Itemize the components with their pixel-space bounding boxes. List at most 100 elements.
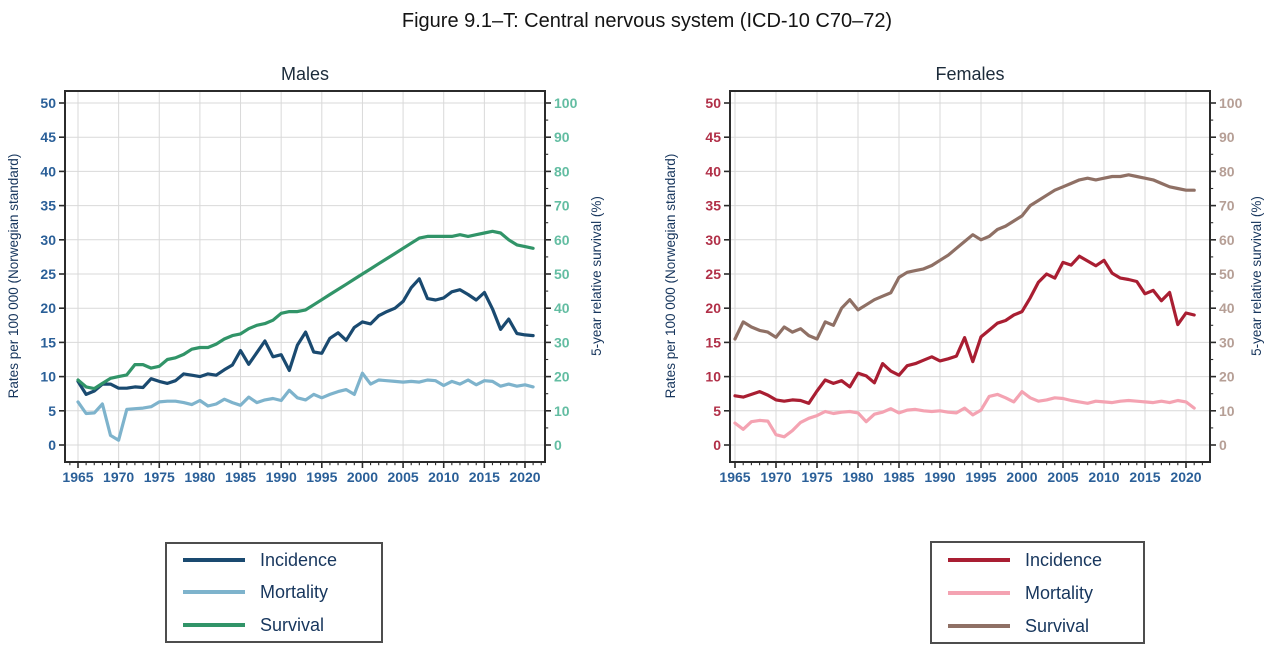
plot-border xyxy=(64,90,546,463)
y-left-tick-label: 40 xyxy=(40,163,56,179)
mortality-line-swatch xyxy=(948,590,1010,595)
x-tick-label: 1970 xyxy=(103,469,134,485)
legend-label-mortality: Mortality xyxy=(1025,582,1094,603)
females-legend: Incidence Mortality Survival xyxy=(930,541,1145,644)
y-right-tick-label: 0 xyxy=(554,437,562,453)
x-tick-label: 1985 xyxy=(883,469,914,485)
x-tick-label: 2010 xyxy=(1088,469,1119,485)
legend-item-mortality: Mortality xyxy=(167,583,381,601)
y-right-tick-label: 100 xyxy=(554,95,578,111)
y-left-tick-label: 10 xyxy=(705,369,721,385)
x-tick-label: 1965 xyxy=(62,469,93,485)
males-incidence-line xyxy=(76,277,535,396)
y-left-tick-label: 45 xyxy=(705,129,721,145)
y-left-tick-label: 30 xyxy=(40,232,56,248)
females-incidence-line xyxy=(733,254,1196,405)
males-survival-line xyxy=(76,229,535,391)
x-tick-label: 1995 xyxy=(306,469,337,485)
y-right-tick-label: 80 xyxy=(554,163,570,179)
males-plot-area: 1965 1970 1975 1980 1985 1990 1995 2000 2005 2010… xyxy=(40,90,578,485)
y-left-tick-label: 5 xyxy=(713,403,721,419)
x-tick-label: 2005 xyxy=(388,469,419,485)
incidence-line-swatch xyxy=(183,558,245,563)
x-tick-label: 1990 xyxy=(266,469,297,485)
legend-item-incidence: Incidence xyxy=(167,551,381,569)
males-mortality-line xyxy=(76,371,535,442)
y-right-tick-label: 50 xyxy=(554,266,570,282)
legend-item-survival: Survival xyxy=(932,617,1143,635)
y-left-tick-label: 15 xyxy=(40,334,56,350)
x-tick-label: 2020 xyxy=(509,469,540,485)
females-left-axis-title: Rates per 100 000 (Norwegian standard) xyxy=(663,154,678,399)
x-tick-label: 1980 xyxy=(184,469,215,485)
figure-title: Figure 9.1–T: Central nervous system (IC… xyxy=(401,10,893,32)
y-right-tick-label: 10 xyxy=(554,403,570,419)
y-right-tick-label: 90 xyxy=(1219,129,1235,145)
males-left-axis-title: Rates per 100 000 (Norwegian standard) xyxy=(6,154,21,399)
survival-line-swatch xyxy=(948,623,1010,628)
legend-item-incidence: Incidence xyxy=(932,551,1143,569)
males-panel-title: Males xyxy=(281,64,329,84)
y-left-tick-label: 5 xyxy=(48,403,56,419)
y-right-tick-label: 70 xyxy=(554,198,570,214)
survival-line-swatch xyxy=(183,622,245,627)
x-tick-label: 2015 xyxy=(1129,469,1160,485)
males-legend: Incidence Mortality Survival xyxy=(165,542,383,643)
y-right-tick-label: 40 xyxy=(1219,300,1235,316)
females-survival-line xyxy=(733,173,1196,341)
legend-item-survival: Survival xyxy=(167,616,381,634)
mortality-line-swatch xyxy=(183,590,245,595)
legend-label-incidence: Incidence xyxy=(1025,549,1103,570)
y-right-tick-label: 20 xyxy=(554,369,570,385)
x-tick-label: 1975 xyxy=(801,469,832,485)
x-tick-label: 1975 xyxy=(144,469,175,485)
females-right-axis-title: 5-year relative survival (%) xyxy=(1249,196,1264,356)
incidence-line-swatch xyxy=(948,557,1010,562)
females-plot-area: 1965 1970 1975 1980 1985 1990 1995 2000 2005 2010… xyxy=(705,90,1243,485)
females-mortality-line xyxy=(733,390,1196,439)
x-tick-label: 2000 xyxy=(1006,469,1037,485)
y-right-tick-label: 0 xyxy=(1219,437,1227,453)
y-left-tick-label: 25 xyxy=(705,266,721,282)
x-tick-label: 1985 xyxy=(225,469,256,485)
y-right-tick-label: 60 xyxy=(554,232,570,248)
y-right-tick-label: 90 xyxy=(554,129,570,145)
y-left-tick-label: 15 xyxy=(705,334,721,350)
females-chart: 1965 1970 1975 1980 1985 1990 1995 2000 2005 2010… xyxy=(663,64,1264,485)
males-right-axis-title: 5-year relative survival (%) xyxy=(589,196,604,356)
y-right-tick-label: 20 xyxy=(1219,369,1235,385)
y-right-tick-label: 70 xyxy=(1219,198,1235,214)
y-right-tick-label: 40 xyxy=(554,300,570,316)
y-left-tick-label: 20 xyxy=(40,300,56,316)
x-tick-label: 1995 xyxy=(965,469,996,485)
x-tick-label: 2010 xyxy=(428,469,459,485)
x-tick-label: 2005 xyxy=(1047,469,1078,485)
y-right-tick-label: 100 xyxy=(1219,95,1243,111)
y-left-tick-label: 30 xyxy=(705,232,721,248)
legend-label-survival: Survival xyxy=(260,614,325,635)
y-left-tick-label: 50 xyxy=(705,95,721,111)
y-right-tick-label: 60 xyxy=(1219,232,1235,248)
y-left-tick-label: 35 xyxy=(705,198,721,214)
x-tick-label: 1990 xyxy=(924,469,955,485)
legend-label-survival: Survival xyxy=(1025,615,1090,636)
females-panel-title: Females xyxy=(935,64,1004,84)
y-left-tick-label: 25 xyxy=(40,266,56,282)
x-tick-label: 1965 xyxy=(719,469,750,485)
x-tick-label: 2000 xyxy=(347,469,378,485)
legend-label-mortality: Mortality xyxy=(260,582,329,603)
y-right-tick-label: 80 xyxy=(1219,163,1235,179)
y-right-tick-label: 30 xyxy=(554,334,570,350)
y-left-tick-label: 10 xyxy=(40,369,56,385)
y-left-tick-label: 50 xyxy=(40,95,56,111)
x-tick-label: 1970 xyxy=(760,469,791,485)
y-left-tick-label: 0 xyxy=(48,437,56,453)
x-tick-label: 2015 xyxy=(469,469,500,485)
legend-item-mortality: Mortality xyxy=(932,584,1143,602)
y-right-tick-label: 10 xyxy=(1219,403,1235,419)
x-tick-label: 2020 xyxy=(1170,469,1201,485)
y-left-tick-label: 20 xyxy=(705,300,721,316)
legend-label-incidence: Incidence xyxy=(260,550,338,571)
y-right-tick-label: 30 xyxy=(1219,334,1235,350)
plot-border xyxy=(729,90,1211,463)
